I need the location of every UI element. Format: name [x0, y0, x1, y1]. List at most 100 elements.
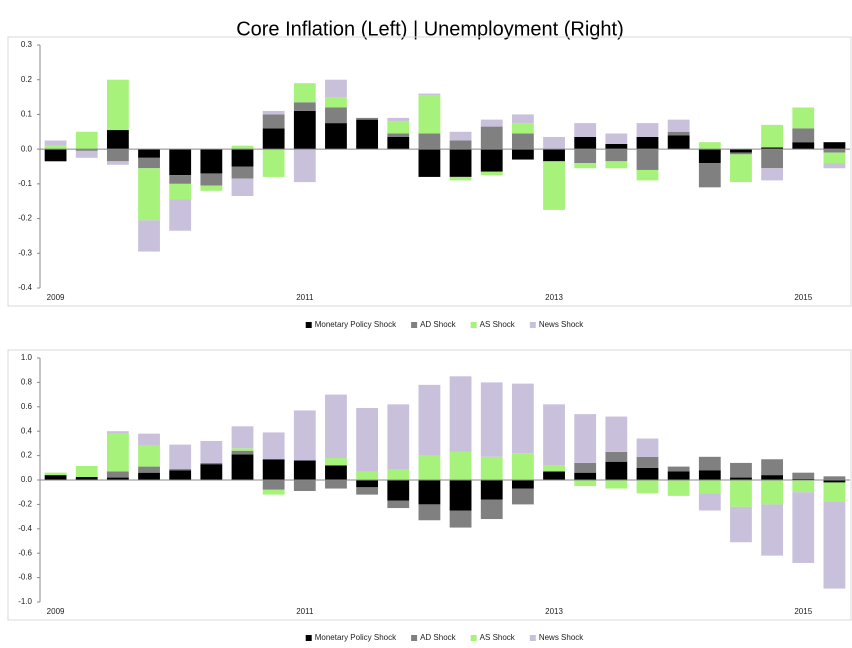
bar	[698, 142, 721, 150]
bar	[418, 149, 441, 177]
bar	[387, 500, 410, 509]
bar	[418, 95, 441, 134]
y-tick-label: -0.3	[18, 248, 32, 257]
bar	[325, 480, 347, 489]
bar	[106, 79, 129, 131]
x-tick-label: 2015	[794, 607, 812, 616]
bar	[730, 152, 752, 155]
bar	[106, 431, 129, 434]
bar	[480, 171, 503, 176]
bar	[449, 510, 472, 528]
bar	[480, 382, 503, 457]
bar	[418, 455, 441, 480]
bar	[730, 149, 752, 153]
bar	[293, 110, 316, 150]
bar	[667, 131, 690, 136]
bar	[231, 145, 254, 150]
bar	[293, 480, 316, 491]
legend-swatch	[305, 635, 312, 641]
bar	[356, 471, 379, 480]
bar	[761, 480, 784, 505]
bar	[231, 454, 254, 480]
bar	[730, 154, 752, 183]
bar	[792, 472, 815, 479]
bar	[605, 133, 628, 144]
bar	[356, 119, 379, 150]
x-tick-label: 2013	[545, 607, 563, 616]
bar	[511, 480, 534, 489]
bar	[792, 142, 815, 150]
bar	[636, 438, 659, 457]
bar	[325, 394, 347, 459]
y-tick-label: 0.0	[21, 475, 33, 484]
bar	[792, 480, 815, 493]
bar	[325, 123, 347, 150]
bar	[387, 480, 410, 501]
bar	[387, 133, 410, 137]
bar	[387, 117, 410, 122]
bar	[605, 416, 628, 452]
legend-label: Monetary Policy Shock	[315, 633, 397, 642]
bar	[543, 136, 565, 150]
bar	[823, 482, 846, 502]
bar	[574, 414, 597, 463]
bar	[574, 123, 597, 137]
bar	[480, 149, 503, 172]
bar	[356, 487, 379, 495]
y-tick-label: 0.4	[21, 426, 33, 435]
bar	[761, 147, 784, 150]
bar	[636, 480, 659, 494]
bar	[667, 466, 690, 472]
bar	[605, 461, 628, 480]
bar	[75, 476, 98, 480]
bar	[106, 477, 129, 480]
bar	[418, 93, 441, 96]
x-tick-label: 2011	[296, 293, 314, 302]
bar	[200, 464, 223, 480]
bar	[698, 456, 721, 471]
bar	[138, 168, 160, 221]
bar	[511, 133, 534, 150]
bar	[480, 119, 503, 127]
bar	[543, 471, 565, 480]
bar	[636, 136, 659, 150]
bar	[636, 123, 659, 137]
bar	[667, 480, 690, 496]
bar	[44, 475, 67, 480]
bar	[231, 448, 254, 451]
bar	[138, 149, 160, 158]
y-tick-label: 1.0	[21, 353, 33, 362]
bar	[543, 404, 565, 466]
bar	[293, 83, 316, 103]
legend-label: Monetary Policy Shock	[315, 320, 397, 329]
bar	[449, 480, 472, 511]
bar	[262, 149, 285, 177]
bar	[44, 149, 67, 162]
y-tick-label: -0.2	[18, 214, 32, 223]
bar	[511, 453, 534, 480]
bar	[418, 480, 441, 505]
bar	[325, 465, 347, 480]
bar	[730, 480, 752, 507]
bar	[418, 504, 441, 521]
bar	[75, 150, 98, 158]
bar	[75, 465, 98, 477]
bar	[169, 444, 192, 470]
bar	[262, 480, 285, 490]
bar	[543, 149, 565, 162]
legend-swatch	[529, 322, 536, 328]
bar	[44, 145, 67, 150]
bar	[356, 480, 379, 488]
bar	[480, 499, 503, 520]
bar	[761, 168, 784, 181]
bar	[823, 476, 846, 480]
y-tick-label: -0.4	[18, 524, 32, 533]
bar	[169, 199, 192, 231]
bar	[44, 140, 67, 146]
y-tick-label: 0.6	[21, 402, 33, 411]
bar	[449, 140, 472, 150]
bar	[138, 220, 160, 252]
bar	[667, 471, 690, 480]
bar	[792, 492, 815, 563]
bar	[730, 462, 752, 478]
